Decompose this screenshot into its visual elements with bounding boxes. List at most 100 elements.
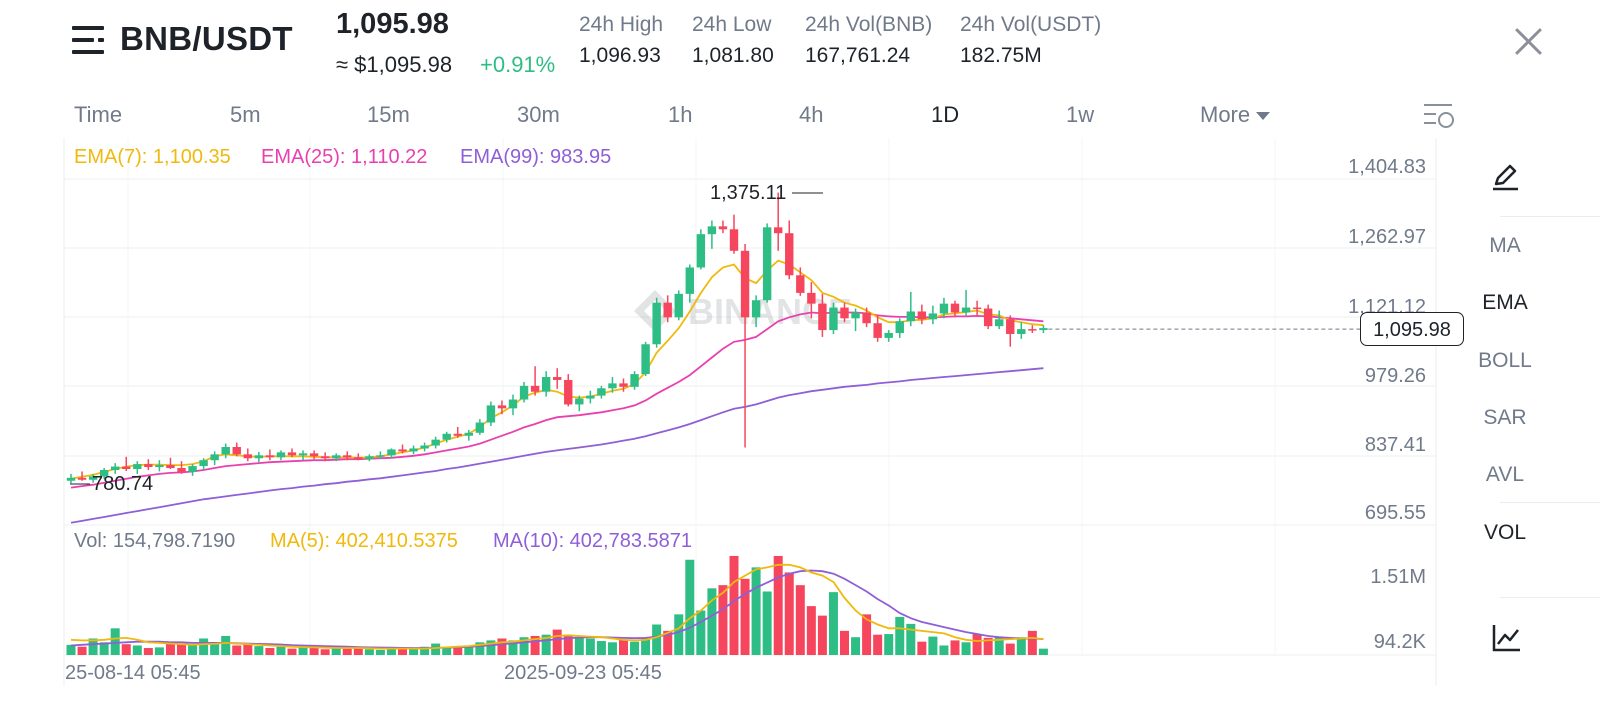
candle-body [906, 311, 915, 322]
volume-bar [696, 610, 706, 655]
volume-bar [353, 646, 363, 655]
candle-body [343, 455, 352, 458]
volume-bar [409, 649, 419, 655]
volume-bar [906, 623, 916, 655]
candle-body [144, 464, 153, 468]
volume-bar [751, 567, 761, 655]
volume-bar [221, 635, 231, 655]
side-divider [1500, 502, 1600, 503]
tab-time[interactable]: Time [74, 102, 123, 127]
volume-bar [884, 634, 894, 655]
candle-body [895, 321, 904, 334]
tab-more[interactable]: More [1200, 102, 1271, 128]
volume-bar [740, 578, 750, 655]
price-axis-label: 1,262.97 [1348, 226, 1426, 248]
volume-bar [154, 647, 164, 655]
last-price: 1,095.98 [336, 8, 449, 40]
volume-bar [939, 645, 949, 655]
candle-body [917, 311, 927, 320]
volume-bar [806, 606, 816, 655]
candle-body [365, 456, 374, 460]
candle-body [972, 307, 982, 310]
volume-bar [972, 634, 982, 655]
volume-bar [508, 640, 518, 655]
volume-bar [862, 614, 872, 655]
volume-bar [188, 645, 198, 655]
volume-bar [1016, 637, 1026, 655]
tab-30m[interactable]: 30m [517, 102, 560, 127]
candle-body [718, 226, 728, 230]
tab-5m[interactable]: 5m [230, 102, 261, 127]
volume-bar [1027, 630, 1037, 655]
candle-body [276, 452, 286, 458]
candle-body [409, 448, 418, 452]
candle-body [188, 466, 197, 472]
volume-bar [375, 649, 385, 655]
usd-price: ≈ $1,095.98 [336, 52, 453, 77]
menu-icon[interactable] [72, 26, 104, 54]
tab-1d[interactable]: 1D [931, 102, 960, 127]
candle-body [1039, 328, 1048, 331]
volume-bar [475, 642, 485, 655]
volume-bar [729, 555, 739, 655]
side-sar[interactable]: SAR [1483, 406, 1527, 429]
volume-bar [630, 641, 640, 655]
ma5-legend: MA(5): 402,410.5375 [270, 530, 458, 552]
candle-body [696, 234, 706, 268]
volume-bar [718, 585, 728, 655]
candle-body [431, 439, 440, 446]
side-ema[interactable]: EMA [1482, 291, 1528, 314]
volume-bar [66, 644, 76, 655]
candle-body [486, 405, 496, 423]
volume-bar [707, 588, 717, 655]
volume-bar [652, 624, 662, 655]
candle-body [553, 377, 562, 380]
trading-pair[interactable]: BNB/USDT [120, 20, 293, 57]
line-chart-icon[interactable] [1490, 622, 1522, 654]
tab-more-label: More [1200, 102, 1251, 127]
candle-body [785, 233, 794, 276]
candle-body [751, 300, 761, 318]
volume-bar [298, 646, 308, 655]
volume-bar [420, 646, 430, 655]
side-avl[interactable]: AVL [1485, 463, 1525, 486]
candle-body [232, 446, 241, 455]
candle-body [641, 344, 650, 375]
volume-bar [320, 649, 330, 655]
tab-1w[interactable]: 1w [1066, 102, 1095, 127]
candle-body [453, 433, 462, 436]
candle-body [77, 477, 87, 480]
candle-body [928, 313, 938, 320]
tab-1h[interactable]: 1h [668, 102, 693, 127]
volume-bar [88, 638, 98, 655]
tab-4h[interactable]: 4h [799, 102, 824, 127]
volume-bar [486, 640, 496, 655]
price-axis-label: 1,404.83 [1348, 156, 1426, 178]
pencil-icon[interactable] [1490, 160, 1522, 192]
volume-bar [519, 637, 529, 655]
side-vol[interactable]: VOL [1483, 521, 1527, 544]
volume-bar [762, 591, 772, 655]
stat-value-24h-low: 1,081.80 [692, 44, 774, 67]
volume-bar [596, 641, 606, 655]
tab-15m[interactable]: 15m [367, 102, 410, 127]
price-axis-label: 837.41 [1364, 434, 1426, 456]
candle-body [586, 395, 595, 399]
candle-body [420, 445, 429, 449]
volume-bar [199, 638, 209, 655]
candle-body [497, 405, 507, 409]
low-annotation: 780.74 [92, 473, 154, 495]
volume-bar [840, 630, 849, 655]
candle-body [652, 302, 661, 345]
candle-body [807, 292, 816, 304]
volume-bar [541, 634, 551, 655]
settings-icon[interactable] [1424, 100, 1454, 130]
candle-body [762, 227, 772, 301]
volume-bar [177, 644, 186, 655]
side-boll[interactable]: BOLL [1478, 349, 1532, 372]
candle-body [519, 385, 529, 400]
side-ma[interactable]: MA [1489, 234, 1521, 257]
volume-bar [497, 638, 507, 655]
stat-label-24h-vol-usdt: 24h Vol(USDT) [960, 13, 1102, 36]
